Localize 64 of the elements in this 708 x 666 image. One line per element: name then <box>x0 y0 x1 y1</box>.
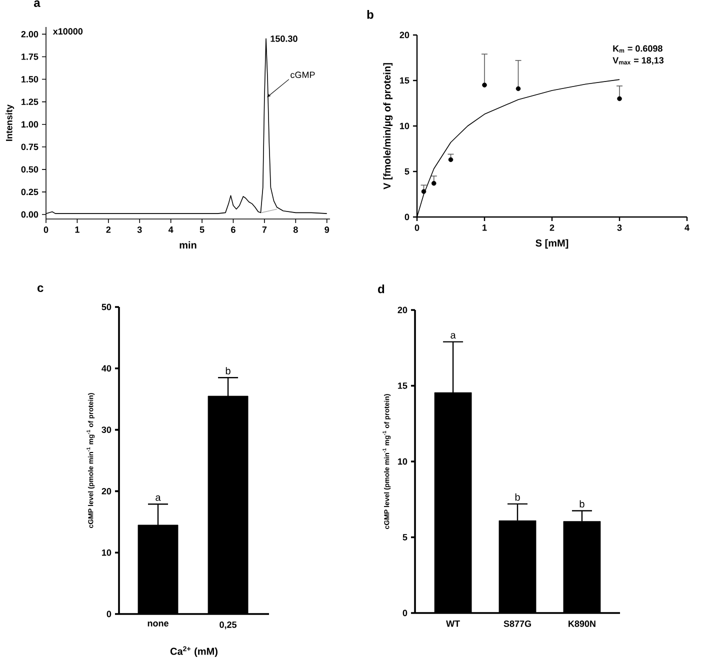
x-tick-label: 7 <box>262 226 267 233</box>
y-tick-label: 5 <box>402 534 408 540</box>
chart-title: b <box>367 10 374 19</box>
x-tick-label: 5 <box>200 226 204 233</box>
annotation: a <box>450 333 456 339</box>
x-tick-label: 2 <box>550 224 554 231</box>
y-tick-label: 0 <box>404 214 410 220</box>
y-tick-label: 20 <box>102 488 112 494</box>
y-tick-label: 30 <box>102 426 112 433</box>
x-tick-label: 3 <box>137 226 142 233</box>
y-tick-label: 0.00 <box>21 211 38 218</box>
x-tick-label: 9 <box>324 226 330 233</box>
chart-title: a <box>34 0 40 7</box>
x-tick-label: 0 <box>414 224 420 231</box>
x-axis-title: min <box>180 241 196 249</box>
y-tick-label: 0.25 <box>21 188 38 196</box>
y-tick-label: 0 <box>106 610 112 618</box>
y-tick-label: 1.25 <box>22 98 38 105</box>
x-axis-title: S [mM] <box>536 239 568 249</box>
y-tick-label: 2.00 <box>21 31 38 38</box>
x-tick-label: 4 <box>684 224 690 231</box>
y-tick-label: 5 <box>404 168 410 175</box>
x-tick-label: none <box>148 622 168 626</box>
x-tick-label: 8 <box>293 226 298 233</box>
x-tick-label: 2 <box>106 226 111 233</box>
annotation: x10000 <box>52 28 83 35</box>
annotation: b <box>226 367 230 374</box>
x-tick-label: K890N <box>568 620 596 627</box>
annotation: cGMP <box>290 72 315 78</box>
y-tick-label: 10 <box>398 458 408 465</box>
y-tick-label: 15 <box>398 382 408 389</box>
y-tick-label: 1.75 <box>22 54 38 60</box>
x-tick-label: 0,25 <box>220 622 237 630</box>
y-tick-label: 1.00 <box>22 121 38 128</box>
x-tick-label: WT <box>446 620 460 627</box>
x-tick-label: 0 <box>44 226 48 233</box>
y-axis-title: V [fmole/min/µg of protein] <box>383 63 393 190</box>
x-tick-label: 1 <box>75 226 80 233</box>
y-tick-label: 0 <box>402 610 408 616</box>
x-tick-label: S877G <box>504 620 531 627</box>
y-tick-label: 10 <box>400 122 410 130</box>
x-tick-label: 4 <box>168 226 174 233</box>
annotation: b <box>580 500 584 508</box>
annotation: 150.30 <box>270 36 298 42</box>
chart-title: d <box>378 284 384 294</box>
y-tick-label: 10 <box>102 549 112 556</box>
y-tick-label: 0.50 <box>21 166 38 173</box>
x-tick-label: 1 <box>482 224 487 231</box>
x-axis-title: Ca$^{2+}$ (mM) <box>170 646 218 657</box>
y-tick-label: 40 <box>102 365 112 372</box>
annotation: a <box>156 495 161 501</box>
y-tick-label: 15 <box>400 77 410 84</box>
y-tick-label: 1.50 <box>22 76 38 82</box>
y-axis-title: Intensity <box>6 104 14 141</box>
chart-title: c <box>38 285 44 292</box>
y-tick-label: 20 <box>398 306 408 314</box>
y-tick-label: 50 <box>102 304 112 310</box>
x-tick-label: 3 <box>617 224 622 231</box>
annotation: V$_{max}$ = 18,13 <box>612 57 664 65</box>
y-tick-label: 0.75 <box>21 144 38 150</box>
annotation: b <box>515 493 520 501</box>
y-tick-label: 20 <box>400 32 410 38</box>
x-tick-label: 6 <box>231 226 236 233</box>
annotation: K$_{m}$ = 0.6098 <box>613 45 662 53</box>
